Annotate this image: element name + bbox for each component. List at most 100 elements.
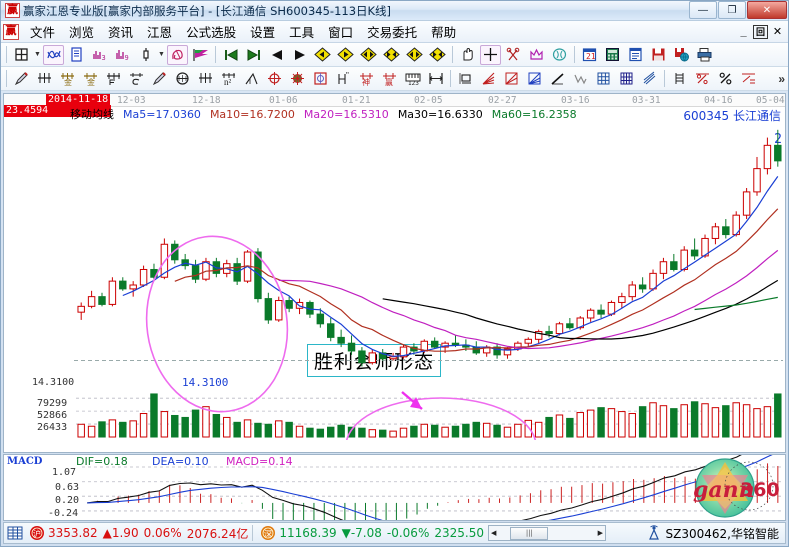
gold-fork2-icon[interactable]: 金: [80, 69, 101, 89]
menu-item-gann[interactable]: 江恩: [147, 25, 173, 40]
scissors-icon[interactable]: [503, 45, 524, 65]
fan-blue-icon[interactable]: [524, 69, 545, 89]
expand-diamond-icon[interactable]: [404, 45, 425, 65]
status-scrollbar[interactable]: ◀ ||| ▶: [487, 525, 606, 541]
brain-icon[interactable]: [549, 45, 570, 65]
globe-save-icon[interactable]: [671, 45, 692, 65]
sz-badge-icon: 深: [260, 525, 276, 541]
shen-icon[interactable]: 神: [356, 69, 377, 89]
grid-icon[interactable]: [593, 69, 614, 89]
scroll-right-arrow-icon[interactable]: ▶: [597, 529, 603, 537]
calculator-icon[interactable]: [602, 45, 623, 65]
menu-item-settings[interactable]: 设置: [250, 25, 276, 40]
ticker-area[interactable]: SZ300462,华铭智能: [644, 525, 785, 542]
macd-panel[interactable]: MACD DIF=0.18 DEA=0.10 MACD=0.14 1.07 0.…: [3, 454, 786, 521]
ruler-icon[interactable]: 123: [402, 69, 423, 89]
n2-icon[interactable]: n²: [218, 69, 239, 89]
chevron-down-icon-2[interactable]: ▼: [158, 51, 165, 58]
line-up-icon[interactable]: [547, 69, 568, 89]
angle-icon[interactable]: [241, 69, 262, 89]
scroll-thumb[interactable]: |||: [510, 526, 549, 540]
percent-eq-icon[interactable]: [738, 69, 759, 89]
price-chart-canvas[interactable]: [4, 94, 786, 440]
scroll-left-arrow-icon[interactable]: ◀: [490, 529, 497, 537]
menu-item-browse[interactable]: 浏览: [69, 25, 95, 40]
target-icon[interactable]: [264, 69, 285, 89]
ladder-icon[interactable]: [669, 69, 690, 89]
fan-box-icon[interactable]: [501, 69, 522, 89]
crown-icon[interactable]: [526, 45, 547, 65]
close-button[interactable]: ✕: [747, 1, 787, 19]
bar9-icon[interactable]: 9: [112, 45, 133, 65]
toolbar2-separator: [6, 70, 7, 87]
zigzag-icon[interactable]: [570, 69, 591, 89]
spiral-icon[interactable]: [126, 69, 147, 89]
last-page-icon[interactable]: [243, 45, 264, 65]
calendar-day-icon[interactable]: [11, 45, 32, 65]
crosshair-icon[interactable]: [480, 44, 501, 65]
left-diamond-icon[interactable]: [312, 45, 333, 65]
mdi-minimize-button[interactable]: _: [740, 25, 747, 38]
bar3-icon[interactable]: 3: [89, 45, 110, 65]
frame-icon[interactable]: [455, 69, 476, 89]
print-icon[interactable]: [694, 45, 715, 65]
menu-item-help[interactable]: 帮助: [431, 25, 457, 40]
date-tick-3: 01-21: [342, 95, 371, 106]
gann-logo-text: gann: [693, 477, 755, 503]
prev-icon[interactable]: [266, 45, 287, 65]
menu-item-formula[interactable]: 公式选股: [186, 25, 237, 40]
first-page-icon[interactable]: [220, 45, 241, 65]
network-icon[interactable]: [43, 44, 64, 65]
calendar21-icon[interactable]: 21: [579, 45, 600, 65]
pen2-icon[interactable]: [149, 69, 170, 89]
compress-diamond-icon[interactable]: [427, 45, 448, 65]
fork-f-icon[interactable]: [103, 69, 124, 89]
span-icon[interactable]: [425, 69, 446, 89]
fan-red-icon[interactable]: [478, 69, 499, 89]
percent-red-icon[interactable]: [692, 69, 713, 89]
macd-canvas[interactable]: [4, 455, 786, 521]
menu-item-tools[interactable]: 工具: [289, 25, 315, 40]
notes-icon[interactable]: [625, 45, 646, 65]
maximize-button[interactable]: ❐: [718, 1, 746, 19]
circle-scale-icon[interactable]: [172, 69, 193, 89]
volume-axis-label-1: 52866: [37, 410, 68, 421]
right-diamond-icon[interactable]: [335, 45, 356, 65]
menu-item-window[interactable]: 窗口: [328, 25, 354, 40]
minimize-button[interactable]: —: [689, 1, 717, 19]
chevron-down-icon[interactable]: ▼: [34, 51, 41, 58]
mdi-restore-button[interactable]: 回: [753, 24, 768, 39]
pattern-icon[interactable]: [167, 44, 188, 65]
toolbar-overflow-chevron-icon[interactable]: »: [778, 71, 785, 86]
grid2-icon[interactable]: [616, 69, 637, 89]
zoom-in-diamond-icon[interactable]: [358, 45, 379, 65]
save-icon[interactable]: [648, 45, 669, 65]
comb-icon[interactable]: [34, 69, 55, 89]
document-icon[interactable]: [66, 45, 87, 65]
pen-red-icon[interactable]: [11, 69, 32, 89]
sh-index-amount: 2076.24亿: [186, 526, 249, 541]
slope-grid-icon[interactable]: [639, 69, 660, 89]
comb2-icon[interactable]: [195, 69, 216, 89]
flag-icon[interactable]: [190, 45, 211, 65]
gold-fork-icon[interactable]: 金: [57, 69, 78, 89]
candle-icon[interactable]: [135, 45, 156, 65]
zoom-out-diamond-icon[interactable]: [381, 45, 402, 65]
h-mark-icon[interactable]: ": [333, 69, 354, 89]
price-chart-panel[interactable]: 12-03 12-18 01-06 01-21 02-05 02-27 03-1…: [3, 93, 786, 453]
box-target-icon[interactable]: [310, 69, 331, 89]
next-icon[interactable]: [289, 45, 310, 65]
target-star-icon[interactable]: [287, 69, 308, 89]
menu-item-file[interactable]: 文件: [30, 25, 56, 40]
percent-icon[interactable]: [715, 69, 736, 89]
hand-icon[interactable]: [457, 45, 478, 65]
menu-item-trade[interactable]: 交易委托: [367, 25, 418, 40]
svg-text:n²: n²: [224, 77, 232, 86]
menu-item-news[interactable]: 资讯: [108, 25, 134, 40]
ying-icon[interactable]: 赢: [379, 69, 400, 89]
mdi-close-button[interactable]: ✕: [772, 26, 783, 38]
window-controls: — ❐ ✕: [689, 1, 787, 19]
quote-grid-icon[interactable]: [7, 525, 23, 541]
toolbar2-separator-2: [450, 70, 451, 87]
symbol-name: 长江通信: [732, 109, 781, 123]
